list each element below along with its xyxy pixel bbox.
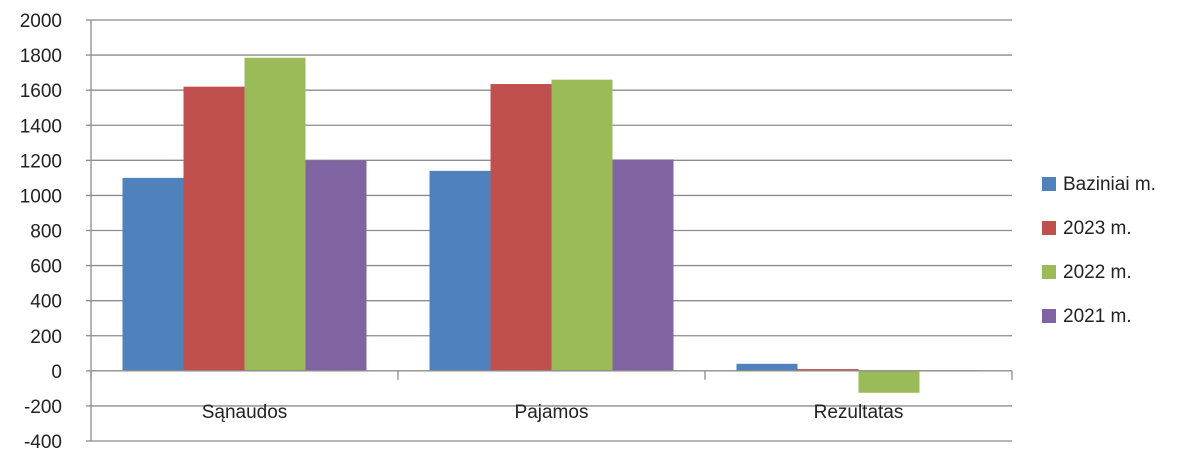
y-tick-label: 200 — [30, 327, 62, 348]
y-tick-label: 1800 — [20, 46, 62, 67]
category-label: Rezultatas — [814, 402, 904, 423]
bar — [429, 170, 491, 371]
bar — [797, 369, 859, 371]
legend: Baziniai m. 2023 m. 2022 m. 2021 m. — [1042, 174, 1156, 327]
y-tick-label: 1000 — [20, 186, 62, 207]
bar — [612, 159, 674, 371]
bar — [736, 363, 798, 371]
bar — [122, 177, 184, 371]
legend-label: Baziniai m. — [1063, 174, 1156, 195]
y-tick-label: 800 — [30, 222, 62, 243]
y-tick-label: 2000 — [20, 11, 62, 32]
bar — [858, 370, 920, 393]
bar — [305, 160, 367, 371]
bars — [122, 57, 981, 393]
bar — [183, 86, 245, 371]
bar — [244, 57, 306, 371]
legend-label: 2021 m. — [1063, 306, 1132, 327]
y-tick-labels: 2000180016001400120010008006004002000-20… — [20, 11, 62, 450]
category-labels: Sąnaudos Pajamos Rezultatas — [202, 402, 904, 423]
axes — [86, 19, 1013, 442]
y-tick-label: 1200 — [20, 151, 62, 172]
legend-label: 2023 m. — [1063, 218, 1132, 239]
legend-swatch — [1042, 221, 1056, 235]
legend-swatch — [1042, 265, 1056, 279]
y-tick-label: -200 — [24, 397, 62, 418]
category-label: Sąnaudos — [202, 402, 288, 423]
y-tick-label: 600 — [30, 257, 62, 278]
y-tick-label: 1600 — [20, 81, 62, 102]
y-tick-label: 0 — [51, 362, 62, 383]
y-tick-label: 400 — [30, 292, 62, 313]
bar — [551, 79, 613, 371]
legend-label: 2022 m. — [1063, 262, 1132, 283]
y-tick-label: 1400 — [20, 116, 62, 137]
bar — [490, 84, 552, 371]
y-tick-label: -400 — [24, 432, 62, 450]
legend-swatch — [1042, 309, 1056, 323]
category-label: Pajamos — [515, 402, 589, 423]
legend-swatch — [1042, 177, 1056, 191]
